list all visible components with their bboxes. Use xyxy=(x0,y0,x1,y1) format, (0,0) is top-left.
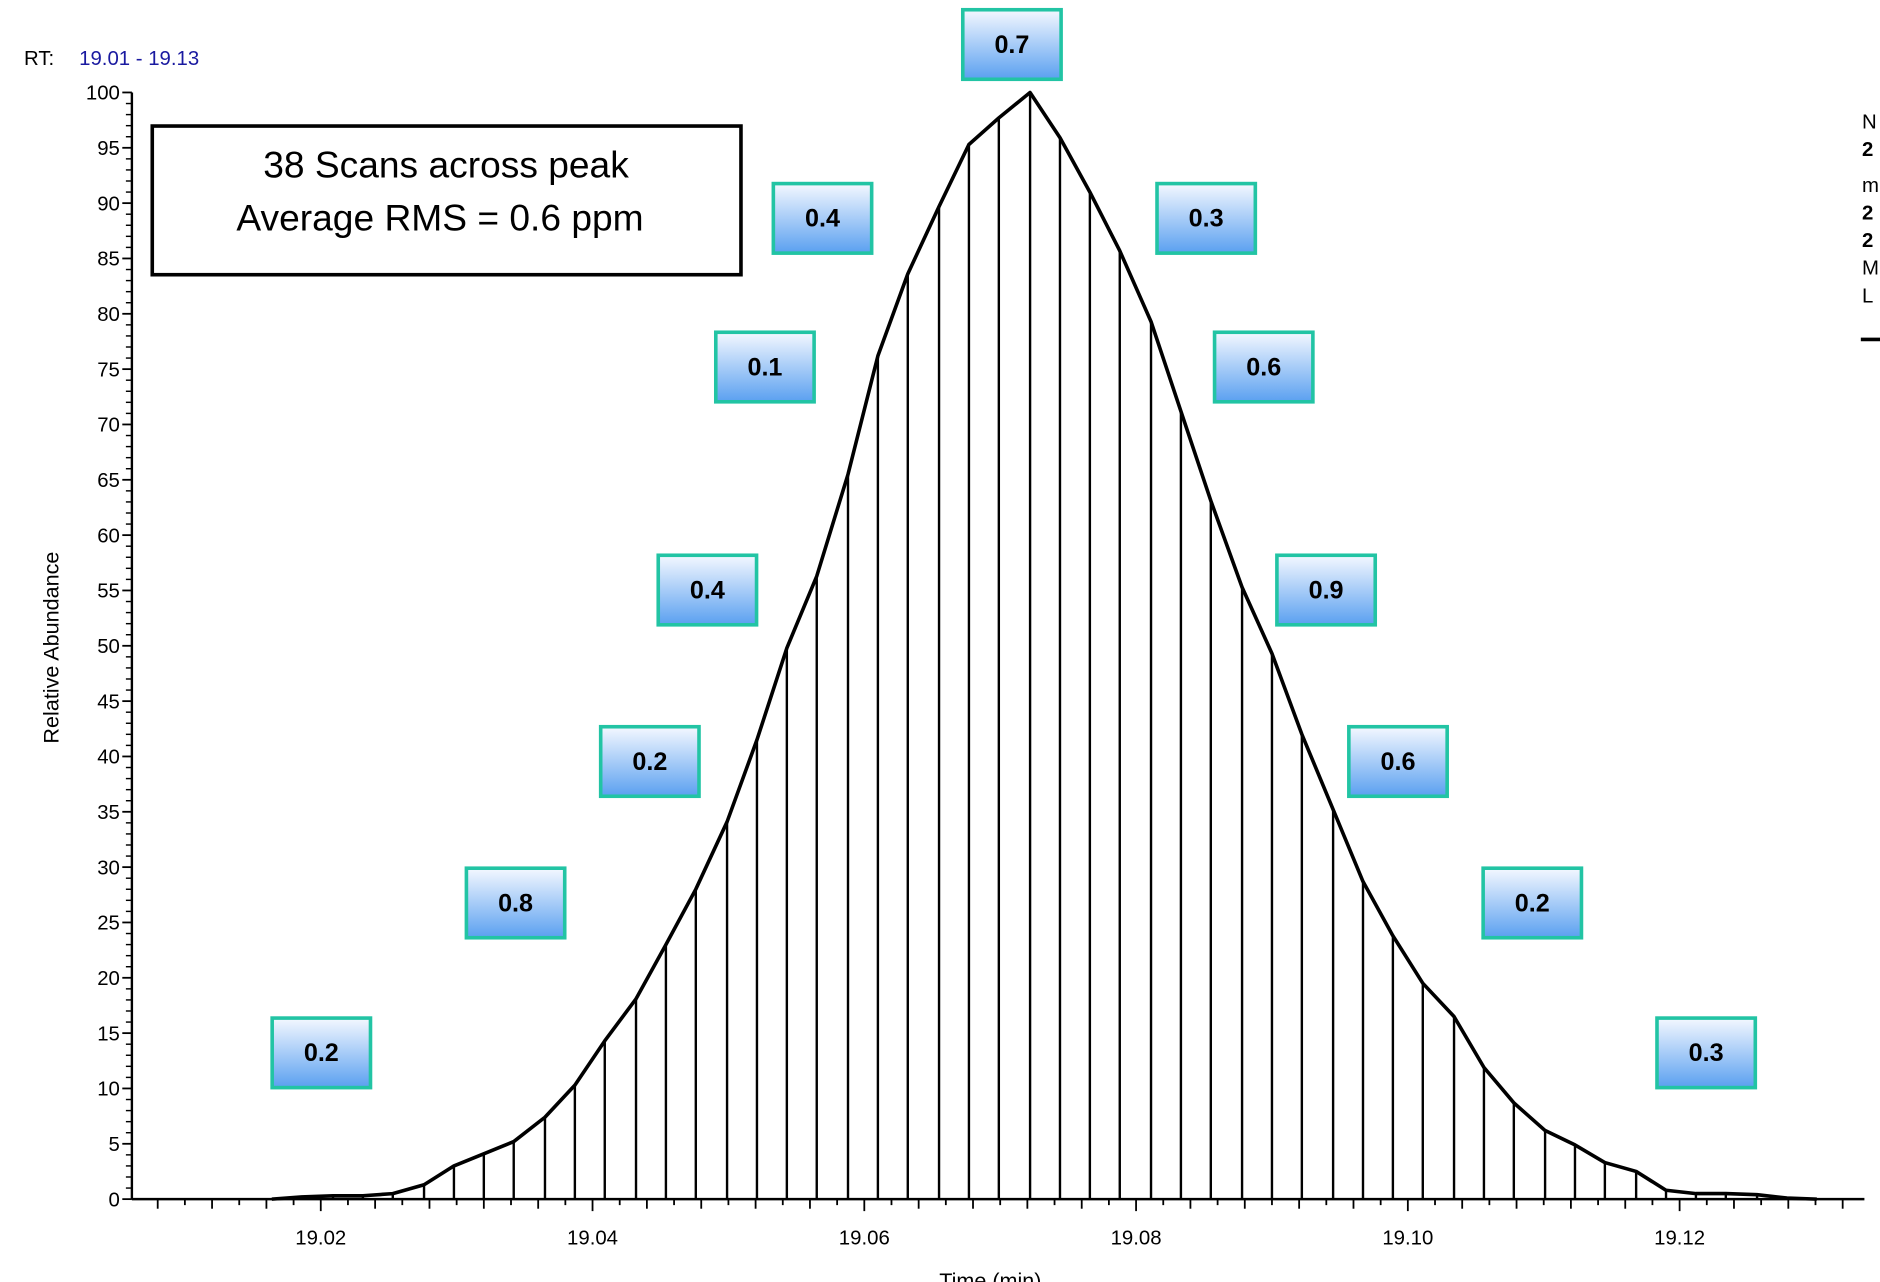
ppm-box xyxy=(1212,330,1315,404)
y-tick-label: 65 xyxy=(97,470,120,492)
rt-range: 19.01 - 19.13 xyxy=(79,48,199,70)
ppm-box xyxy=(960,7,1063,82)
rt-label: RT: xyxy=(24,48,54,70)
ppm-label: 0.2 xyxy=(304,1039,339,1067)
x-tick-label: 19.08 xyxy=(1111,1228,1162,1250)
ppm-box xyxy=(270,1016,373,1090)
y-tick-label: 10 xyxy=(97,1079,120,1101)
ppm-label: 0.6 xyxy=(1246,353,1281,381)
ppm-label: 0.1 xyxy=(747,353,782,381)
y-axis-label: Relative Abundance xyxy=(39,552,64,744)
ppm-box xyxy=(1155,181,1258,255)
y-tick-label: 0 xyxy=(109,1189,120,1211)
x-tick-label: 19.04 xyxy=(567,1228,618,1250)
x-tick-label: 19.02 xyxy=(295,1228,346,1250)
side-text: 2 xyxy=(1862,203,1873,225)
x-tick-label: 19.10 xyxy=(1382,1228,1433,1250)
side-text: M xyxy=(1862,258,1879,280)
side-text: m xyxy=(1862,175,1879,197)
ppm-label: 0.6 xyxy=(1381,748,1416,776)
info-box xyxy=(150,124,743,277)
y-tick-label: 25 xyxy=(97,913,120,935)
info-line: 38 Scans across peak xyxy=(263,144,629,186)
y-tick-label: 35 xyxy=(97,802,120,824)
chromatogram-trace xyxy=(271,90,1817,1201)
ppm-box xyxy=(1481,866,1584,940)
y-tick-label: 100 xyxy=(86,83,120,105)
ppm-label: 0.4 xyxy=(690,576,725,604)
ppm-box xyxy=(598,724,701,799)
ppm-label: 0.9 xyxy=(1309,576,1344,604)
ppm-label: 0.8 xyxy=(498,889,533,917)
info-line: Average RMS = 0.6 ppm xyxy=(236,196,643,238)
side-text: L xyxy=(1862,285,1873,307)
ppm-box xyxy=(713,330,816,404)
y-tick-label: 15 xyxy=(97,1023,120,1045)
ppm-box xyxy=(656,553,759,627)
x-axis-label: Time (min) xyxy=(939,1268,1041,1282)
y-tick-label: 50 xyxy=(97,636,120,658)
ppm-box xyxy=(464,866,567,940)
ppm-label: 0.7 xyxy=(994,31,1029,59)
y-tick-label: 45 xyxy=(97,691,120,713)
ppm-box xyxy=(1275,553,1378,627)
y-tick-label: 90 xyxy=(97,193,120,215)
y-tick-label: 5 xyxy=(109,1134,120,1156)
ppm-label: 0.4 xyxy=(805,205,840,233)
y-tick-label: 40 xyxy=(97,747,120,769)
x-tick-label: 19.12 xyxy=(1654,1228,1705,1250)
y-tick-label: 80 xyxy=(97,304,120,326)
side-text: 2 xyxy=(1862,139,1873,161)
ppm-box xyxy=(1655,1016,1758,1090)
y-tick-label: 75 xyxy=(97,359,120,381)
x-tick-label: 19.06 xyxy=(839,1228,890,1250)
ppm-label: 0.2 xyxy=(1515,889,1550,917)
y-tick-label: 60 xyxy=(97,525,120,547)
side-text: 2 xyxy=(1862,230,1873,252)
y-tick-label: 55 xyxy=(97,581,120,603)
ppm-label: 0.3 xyxy=(1689,1039,1724,1067)
ppm-label: 0.2 xyxy=(632,748,667,776)
ppm-label: 0.3 xyxy=(1189,205,1224,233)
y-tick-label: 70 xyxy=(97,415,120,437)
y-tick-label: 20 xyxy=(97,968,120,990)
y-tick-label: 85 xyxy=(97,249,120,271)
ppm-box xyxy=(771,181,874,255)
side-text: N xyxy=(1862,111,1877,133)
y-tick-label: 30 xyxy=(97,857,120,879)
ppm-box xyxy=(1347,724,1449,799)
y-tick-label: 95 xyxy=(97,138,120,160)
